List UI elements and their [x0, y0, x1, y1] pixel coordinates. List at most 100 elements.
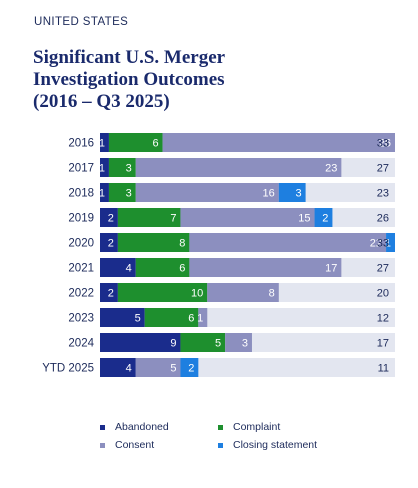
bar-value-label: 16 [263, 188, 275, 200]
bar-segment-abandoned [100, 208, 118, 227]
category-label: 2023 [68, 313, 94, 325]
bar-total-label: 12 [377, 313, 389, 325]
bar-total-label: 23 [377, 188, 389, 200]
bar-segment-complaint [135, 258, 190, 277]
bar-value-label: 1 [99, 188, 105, 200]
bar-value-label: 3 [126, 163, 132, 175]
legend-item-complaint: Complaint [218, 421, 280, 433]
bar-total-label: 11 [378, 363, 389, 375]
category-label: 2024 [68, 338, 94, 350]
category-label: YTD 2025 [42, 363, 94, 375]
bar-value-label: 26 [379, 138, 391, 150]
bar-total-label: 27 [377, 163, 389, 175]
bar-value-label: 1 [99, 138, 105, 150]
bar-value-label: 15 [298, 213, 310, 225]
bar-total-label: 33 [377, 238, 389, 250]
bar-segment-abandoned [100, 183, 109, 202]
bar-value-label: 2 [108, 288, 114, 300]
bar-value-label: 2 [322, 213, 328, 225]
bar-segment-abandoned [100, 308, 145, 327]
bar-segment-closing [278, 183, 306, 202]
bar-segment-consent [189, 233, 387, 252]
bar-value-label: 5 [170, 363, 176, 375]
bar-segment-abandoned [100, 158, 109, 177]
bar-segment-abandoned [100, 233, 118, 252]
chart-title: Significant U.S. Merger Investigation Ou… [33, 47, 393, 113]
bar-segment-complaint [108, 183, 136, 202]
bar-segment-complaint [108, 158, 136, 177]
bar-value-label: 1 [385, 238, 391, 250]
bar-segment-complaint [144, 308, 199, 327]
bar-segment-consent [207, 283, 279, 302]
category-label: 2018 [68, 188, 94, 200]
bar-segment-consent [135, 183, 279, 202]
bar-value-label: 6 [152, 138, 158, 150]
region-label: UNITED STATES [34, 16, 129, 28]
bar-segment-consent [135, 158, 342, 177]
bar-value-label: 4 [126, 263, 132, 275]
bar-total-label: 17 [377, 338, 389, 350]
title-line-2: Investigation Outcomes [33, 69, 225, 90]
category-label: 2022 [68, 288, 94, 300]
bar-value-label: 10 [191, 288, 203, 300]
category-label: 2021 [68, 263, 94, 275]
legend-item-closing-statement: Closing statement [218, 439, 317, 451]
bar-value-label: 17 [325, 263, 337, 275]
title-line-1: Significant U.S. Merger [33, 47, 226, 68]
legend-swatch-complaint [218, 424, 223, 430]
bar-total-label: 33 [377, 138, 389, 150]
bar-segment-consent [180, 208, 315, 227]
bar-segment-complaint [180, 333, 226, 352]
bar-value-label: 2 [108, 238, 114, 250]
bar-segment-complaint [108, 133, 163, 152]
bar-value-label: 4 [126, 363, 132, 375]
bar-value-label: 9 [170, 338, 176, 350]
bar-value-label: 2 [108, 213, 114, 225]
bar-segment-abandoned [100, 283, 118, 302]
bar-segment-abandoned [100, 358, 136, 377]
bar-value-label: 2 [188, 363, 194, 375]
bar-segment-consent [189, 258, 342, 277]
category-label: 2019 [68, 213, 94, 225]
bar-segment-abandoned [100, 258, 136, 277]
legend-item-consent: Consent [100, 439, 154, 451]
bar-total-label: 26 [377, 213, 389, 225]
bar-value-label: 6 [179, 263, 185, 275]
bar-segment-closing [314, 208, 333, 227]
bar-segment-abandoned [100, 333, 181, 352]
bar-segment-complaint [117, 208, 181, 227]
bar-value-label: 5 [215, 338, 221, 350]
bar-value-label: 3 [242, 338, 248, 350]
category-label: 2017 [68, 163, 94, 175]
legend-label: Complaint [233, 421, 281, 433]
legend-label: Closing statement [233, 439, 318, 451]
bar-segment-closing [180, 358, 199, 377]
bar-value-label: 22 [370, 238, 382, 250]
bar-segment-consent [198, 308, 208, 327]
bar-value-label: 23 [325, 163, 337, 175]
bar-value-label: 8 [269, 288, 275, 300]
bar-value-label: 1 [99, 163, 105, 175]
category-label: 2020 [68, 238, 94, 250]
legend-swatch-consent [100, 442, 105, 448]
bar-segment-complaint [117, 233, 190, 252]
bar-value-label: 8 [179, 238, 185, 250]
bar-total-label: 20 [377, 288, 389, 300]
bar-total-label: 27 [377, 263, 389, 275]
bar-segment-closing [386, 233, 395, 252]
legend-label: Consent [115, 439, 155, 451]
bar-value-label: 7 [170, 213, 176, 225]
bar-segment-consent [162, 133, 395, 152]
bar-segment-abandoned [100, 133, 109, 152]
legend-label: Abandoned [115, 421, 169, 433]
bar-value-label: 1 [197, 313, 203, 325]
category-label: 2016 [68, 138, 94, 150]
bar-value-label: 6 [188, 313, 194, 325]
bar-value-label: 3 [295, 188, 301, 200]
legend-item-abandoned: Abandoned [100, 421, 169, 433]
bar-value-label: 5 [135, 313, 141, 325]
title-line-3: (2016 – Q3 2025) [33, 91, 170, 112]
bar-segment-complaint [117, 283, 208, 302]
bar-segment-consent [135, 358, 181, 377]
